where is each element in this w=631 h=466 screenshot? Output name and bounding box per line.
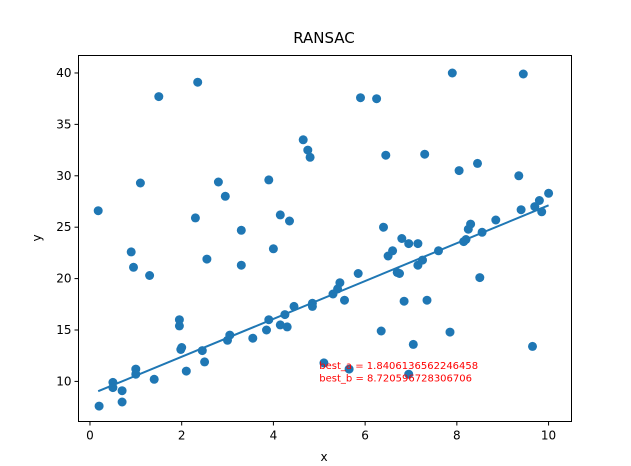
y-tick-label: 10 [56,374,71,388]
data-point [454,166,464,176]
data-point [518,69,528,79]
data-point [395,269,404,278]
annotation-best-a: best_a = 1.8406136562246458 [319,361,478,372]
data-point [154,92,164,102]
data-point [408,339,418,349]
x-tick-label: 8 [453,429,461,443]
data-point [126,247,136,257]
data-point [145,271,155,280]
data-point [275,320,285,330]
y-tick-label: 20 [56,272,71,286]
data-point [376,326,386,336]
x-tick-label: 4 [270,429,278,443]
data-point [445,327,455,337]
data-point [264,175,274,185]
y-tick-label: 40 [56,66,71,80]
plot-area [93,68,554,411]
data-point [200,357,210,367]
data-point [447,68,457,78]
data-point [413,239,423,249]
data-point [420,149,430,159]
data-point [298,135,308,145]
data-point [94,401,104,411]
data-point [190,213,200,223]
data-point [335,278,345,288]
data-point [528,341,537,351]
data-point [129,262,138,272]
x-axis-label: x [320,450,327,464]
axes-frame [78,55,572,422]
data-point [379,222,388,232]
data-point [174,315,184,325]
data-point [262,325,271,335]
x-tick-label: 6 [361,429,369,443]
data-point [181,366,191,376]
data-point [135,178,145,188]
chart-title: RANSAC [293,29,355,47]
data-point [530,202,540,212]
x-tick-label: 2 [178,429,186,443]
y-axis-label: y [30,234,44,241]
data-point [466,219,476,229]
data-point [404,369,414,379]
data-point [275,210,285,220]
data-point [344,364,354,374]
data-point [372,94,382,104]
data-point [213,177,223,187]
data-point [397,234,407,243]
axis-ticks: 0 2 4 6 8 10 10 15 20 25 30 35 40 [56,66,556,443]
data-point [305,152,315,162]
ransac-fit-line [97,204,549,393]
data-point [303,145,313,155]
data-point [388,246,398,256]
y-tick-label: 25 [56,220,71,234]
data-point [93,206,103,216]
data-point [516,205,526,215]
data-point [353,269,363,278]
data-point [319,358,329,368]
data-point [399,296,409,306]
data-point [220,191,230,201]
data-point [248,333,258,343]
data-point [514,171,524,181]
data-point [475,273,485,283]
data-point [177,343,187,352]
data-point [473,158,482,168]
data-point [544,188,554,198]
data-point [193,77,203,87]
annotation-best-b: best_b = 8.720596728306706 [319,373,472,384]
y-tick-label: 15 [56,323,71,337]
x-tick-label: 10 [541,429,556,443]
data-point [285,216,294,226]
y-tick-label: 30 [56,169,71,183]
data-point [202,254,212,264]
y-tick-label: 35 [56,117,71,131]
x-tick-label: 0 [86,429,94,443]
data-point [340,295,349,305]
data-point [149,374,159,384]
data-point [491,215,501,225]
data-point [282,322,292,332]
data-point [236,260,246,270]
data-point [117,397,127,407]
data-point [236,225,246,235]
data-point [534,196,544,205]
data-point [422,295,432,305]
data-point [381,150,391,160]
data-point [268,244,278,254]
data-point [356,93,365,103]
data-point [404,239,414,249]
data-point [174,321,184,331]
data-point [117,386,127,396]
